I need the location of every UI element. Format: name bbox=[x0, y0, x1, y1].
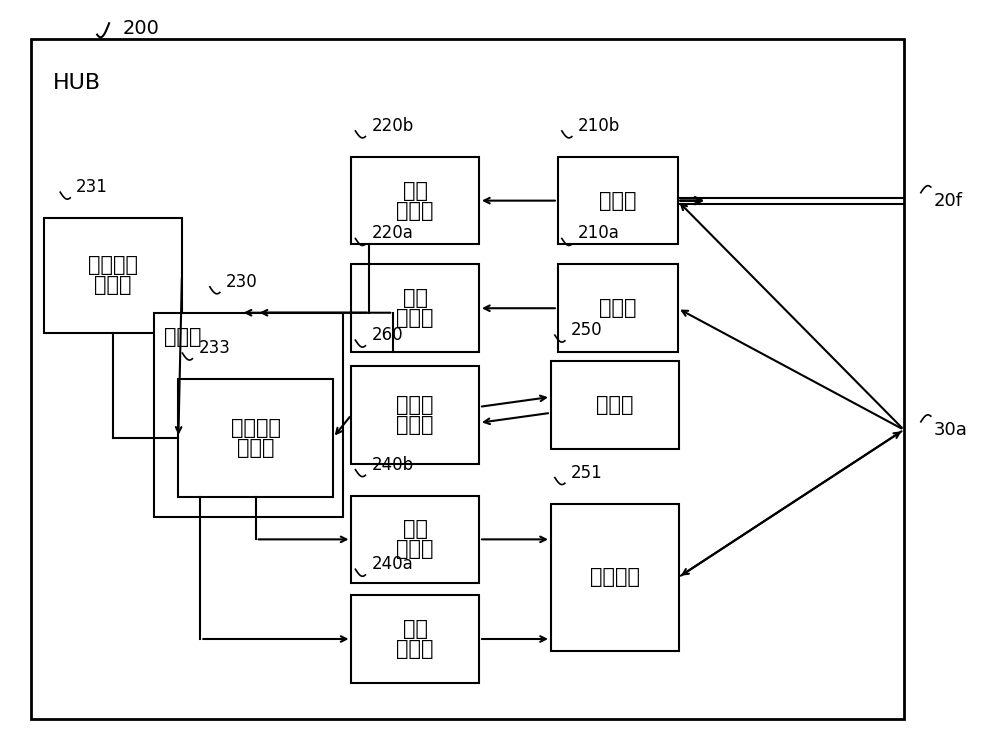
Bar bbox=[178, 379, 333, 496]
Text: 220a: 220a bbox=[371, 224, 413, 242]
Bar bbox=[558, 265, 678, 352]
Text: 接收部: 接收部 bbox=[599, 298, 636, 318]
Bar bbox=[351, 496, 479, 583]
Text: 缓冲器: 缓冲器 bbox=[396, 308, 434, 328]
Text: 缓冲器: 缓冲器 bbox=[396, 539, 434, 559]
Text: 233: 233 bbox=[198, 339, 230, 357]
Text: 251: 251 bbox=[571, 464, 603, 481]
Bar bbox=[351, 157, 479, 244]
Text: 240b: 240b bbox=[371, 455, 413, 473]
Bar bbox=[31, 39, 904, 718]
Text: 转发规则: 转发规则 bbox=[88, 256, 138, 276]
Text: 发送: 发送 bbox=[403, 519, 428, 539]
Text: 缓冲器: 缓冲器 bbox=[396, 201, 434, 221]
Text: 210b: 210b bbox=[578, 117, 620, 135]
Text: 接收: 接收 bbox=[403, 288, 428, 308]
Bar bbox=[351, 265, 479, 352]
Text: 240a: 240a bbox=[371, 555, 413, 574]
Text: 发送部: 发送部 bbox=[596, 395, 633, 415]
Text: 保持部: 保持部 bbox=[94, 276, 132, 295]
Text: 200: 200 bbox=[123, 19, 160, 39]
Text: 20f: 20f bbox=[934, 192, 963, 210]
Text: 260: 260 bbox=[371, 326, 403, 344]
Bar bbox=[351, 595, 479, 683]
Text: 接收: 接收 bbox=[403, 181, 428, 201]
Text: 缓冲器: 缓冲器 bbox=[396, 639, 434, 659]
Bar bbox=[551, 361, 679, 449]
Bar bbox=[558, 157, 678, 244]
Text: 优先级: 优先级 bbox=[396, 395, 434, 415]
Text: 选定部: 选定部 bbox=[230, 405, 267, 425]
Text: 250: 250 bbox=[571, 321, 602, 339]
Bar bbox=[551, 504, 679, 651]
Text: 接收部: 接收部 bbox=[599, 191, 636, 211]
Text: 30a: 30a bbox=[934, 421, 968, 439]
Text: 生成部: 生成部 bbox=[237, 438, 274, 458]
Text: 选定部: 选定部 bbox=[164, 327, 201, 347]
Text: 231: 231 bbox=[76, 178, 108, 196]
Bar bbox=[154, 313, 343, 517]
Text: 帧构建部: 帧构建部 bbox=[590, 567, 640, 587]
Bar bbox=[351, 366, 479, 464]
Text: 210a: 210a bbox=[578, 224, 620, 242]
Text: 发送: 发送 bbox=[403, 619, 428, 639]
Text: 220b: 220b bbox=[371, 117, 414, 135]
Bar bbox=[44, 218, 182, 333]
Text: 转发数据: 转发数据 bbox=[231, 418, 281, 438]
Text: 230: 230 bbox=[226, 273, 258, 291]
Text: 设定部: 设定部 bbox=[396, 415, 434, 435]
Text: HUB: HUB bbox=[53, 73, 101, 93]
